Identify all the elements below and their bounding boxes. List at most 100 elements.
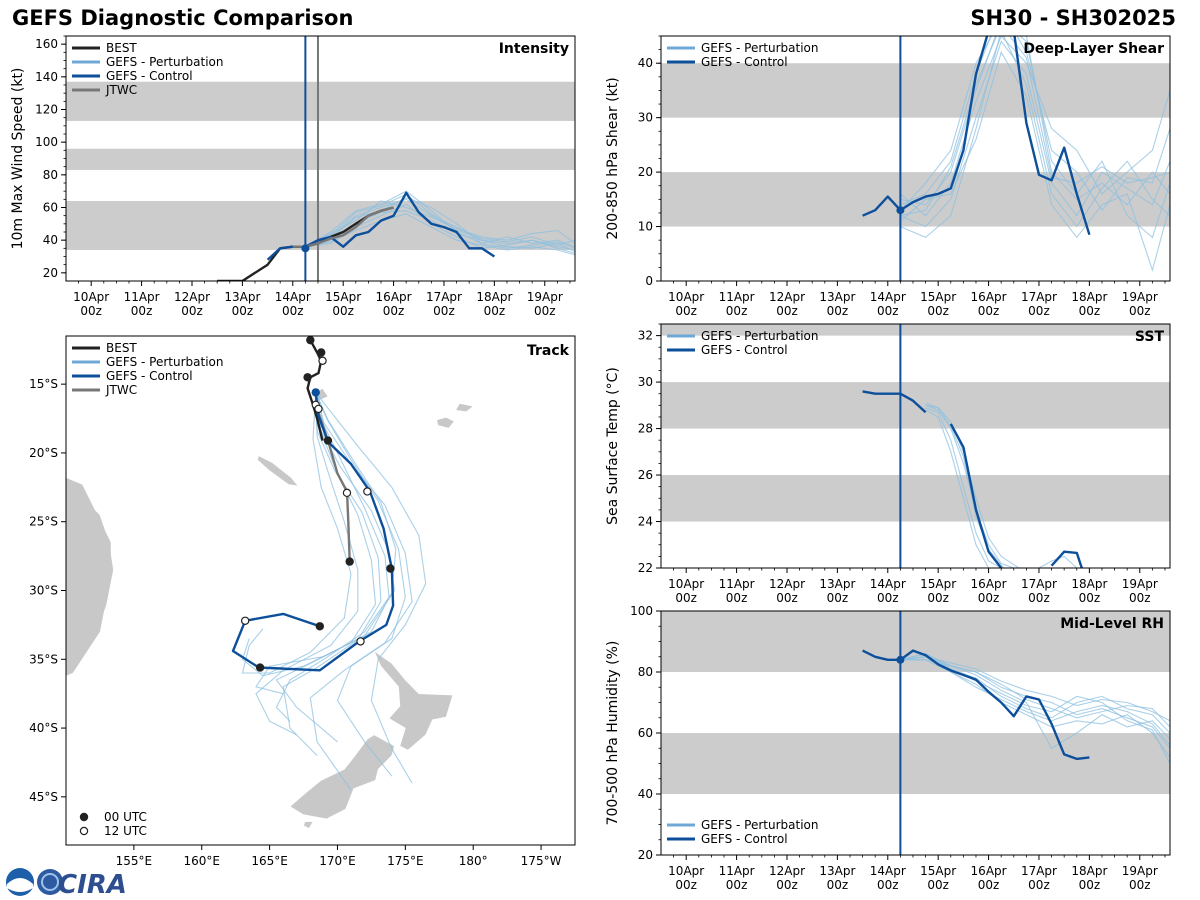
shear-perturbation-line: [900, 50, 1170, 273]
track-control-marker: [386, 564, 395, 573]
track-xtick-label: 175°E: [387, 854, 424, 868]
intensity-init-marker: [301, 244, 310, 253]
track-ytick-label: 15°S: [29, 377, 58, 391]
sst-band: [661, 382, 1170, 429]
track-perturbation-line: [315, 392, 406, 777]
shear-xtick-hour: 00z: [675, 304, 697, 318]
intensity-xtick-hour: 00z: [131, 304, 153, 318]
intensity-xtick-hour: 00z: [332, 304, 354, 318]
sst-band: [661, 324, 1170, 336]
track-legend-label: JTWC: [105, 383, 137, 397]
intensity-xtick-day: 10Apr: [73, 290, 109, 304]
rh-xtick-hour: 00z: [776, 878, 798, 892]
track-control-marker: [255, 663, 265, 672]
sst-xtick-day: 12Apr: [769, 577, 805, 591]
rh-xtick-day: 18Apr: [1071, 864, 1107, 878]
shear-xtick-hour: 00z: [1079, 304, 1101, 318]
track-control-marker: [311, 388, 320, 397]
shear-xtick-day: 19Apr: [1122, 290, 1158, 304]
rh-xtick-hour: 00z: [726, 878, 748, 892]
intensity-legend-label: BEST: [106, 41, 137, 55]
track-control-marker: [356, 637, 365, 646]
intensity-series-line: [292, 206, 394, 248]
panel-rh: 2040608010010Apr00z11Apr00z12Apr00z13Apr…: [605, 604, 1171, 892]
rh-xtick-day: 12Apr: [769, 864, 805, 878]
intensity-xtick-hour: 00z: [232, 304, 254, 318]
rh-init-marker: [896, 655, 905, 664]
panel-track: 155°E 160°E 165°E 170°E 175°E 180° 175°W 15°S 20…: [29, 335, 576, 868]
sst-ytick-label: 24: [638, 515, 653, 529]
shear-plot-area: [661, 36, 1170, 281]
shear-xtick-hour: 00z: [978, 304, 1000, 318]
rh-perturbation-line: [900, 656, 1170, 764]
intensity-xtick-hour: 00z: [80, 304, 102, 318]
track-best-marker: [316, 348, 326, 357]
sst-xtick-day: 11Apr: [719, 577, 755, 591]
track-legend-label: GEFS - Perturbation: [106, 355, 223, 369]
new-caledonia-land: [257, 455, 299, 487]
shear-xtick-hour: 00z: [726, 304, 748, 318]
sst-ytick-label: 32: [638, 329, 653, 343]
track-best-marker: [306, 336, 315, 345]
sst-band: [661, 475, 1170, 522]
noaa-wave-icon: [7, 878, 33, 892]
sst-xtick-day: 18Apr: [1071, 577, 1107, 591]
shear-perturbation-line: [900, 36, 1170, 239]
stewart-island: [303, 821, 314, 829]
track-ytick-label: 20°S: [29, 446, 58, 460]
track-marker-legend-label: 12 UTC: [104, 824, 147, 838]
sst-xtick-hour: 00z: [827, 591, 849, 605]
sst-frame: [660, 323, 1171, 569]
shear-band: [661, 63, 1170, 118]
track-perturbation-line: [241, 392, 352, 674]
sst-ylabel: Sea Surface Temp (°C): [605, 367, 621, 525]
sst-plot-area: [661, 324, 1170, 568]
cira-globe-icon: [37, 869, 63, 895]
sst-xtick-day: 16Apr: [971, 577, 1007, 591]
sst-ytick-label: 26: [638, 468, 653, 482]
rh-xtick-hour: 00z: [877, 878, 899, 892]
rh-title: Mid-Level RH: [1060, 616, 1164, 632]
track-control-marker: [363, 487, 372, 496]
sst-xtick-day: 19Apr: [1122, 577, 1158, 591]
new-zealand-north-island: [373, 650, 454, 751]
sst-xtick-day: 15Apr: [920, 577, 956, 591]
track-control-line: [231, 392, 395, 672]
rh-legend-label: GEFS - Perturbation: [701, 818, 818, 832]
shear-ytick-label: 0: [645, 274, 653, 288]
rh-ylabel: 700-500 hPa Humidity (%): [605, 641, 621, 826]
rh-perturbation-line: [900, 659, 1170, 728]
intensity-perturbation-line: [305, 197, 575, 249]
shear-xtick-day: 15Apr: [920, 290, 956, 304]
track-control-marker: [315, 622, 325, 631]
sst-xtick-hour: 00z: [726, 591, 748, 605]
shear-xtick-hour: 00z: [877, 304, 899, 318]
shear-xtick-day: 16Apr: [971, 290, 1007, 304]
shear-perturbation-line: [899, 36, 1170, 239]
sst-perturbation-line: [925, 409, 990, 568]
intensity-xtick-hour: 00z: [484, 304, 506, 318]
intensity-band: [66, 148, 575, 170]
intensity-ytick-label: 140: [35, 70, 58, 84]
intensity-ytick-label: 100: [35, 135, 58, 149]
track-perturbation-line: [255, 392, 359, 736]
rh-perturbation-line: [900, 653, 1170, 750]
track-jtwc-marker: [314, 404, 323, 414]
shear-xtick-hour: 00z: [776, 304, 798, 318]
track-ytick-label: 40°S: [29, 721, 58, 735]
intensity-ytick-label: 60: [43, 201, 58, 215]
sst-xtick-hour: 00z: [1079, 591, 1101, 605]
intensity-ytick-label: 40: [43, 233, 58, 247]
track-perturbation-line: [315, 392, 427, 784]
rh-xtick-hour: 00z: [675, 878, 697, 892]
sst-xtick-hour: 00z: [877, 591, 899, 605]
shear-init-marker: [896, 206, 905, 215]
shear-legend-label: GEFS - Control: [701, 55, 788, 69]
track-xtick-label: 180°: [459, 854, 488, 868]
rh-xtick-hour: 00z: [827, 878, 849, 892]
rh-ytick-label: 20: [638, 848, 653, 862]
intensity-xtick-day: 18Apr: [476, 290, 512, 304]
shear-perturbation-line: [900, 36, 1170, 217]
rh-xtick-day: 15Apr: [920, 864, 956, 878]
